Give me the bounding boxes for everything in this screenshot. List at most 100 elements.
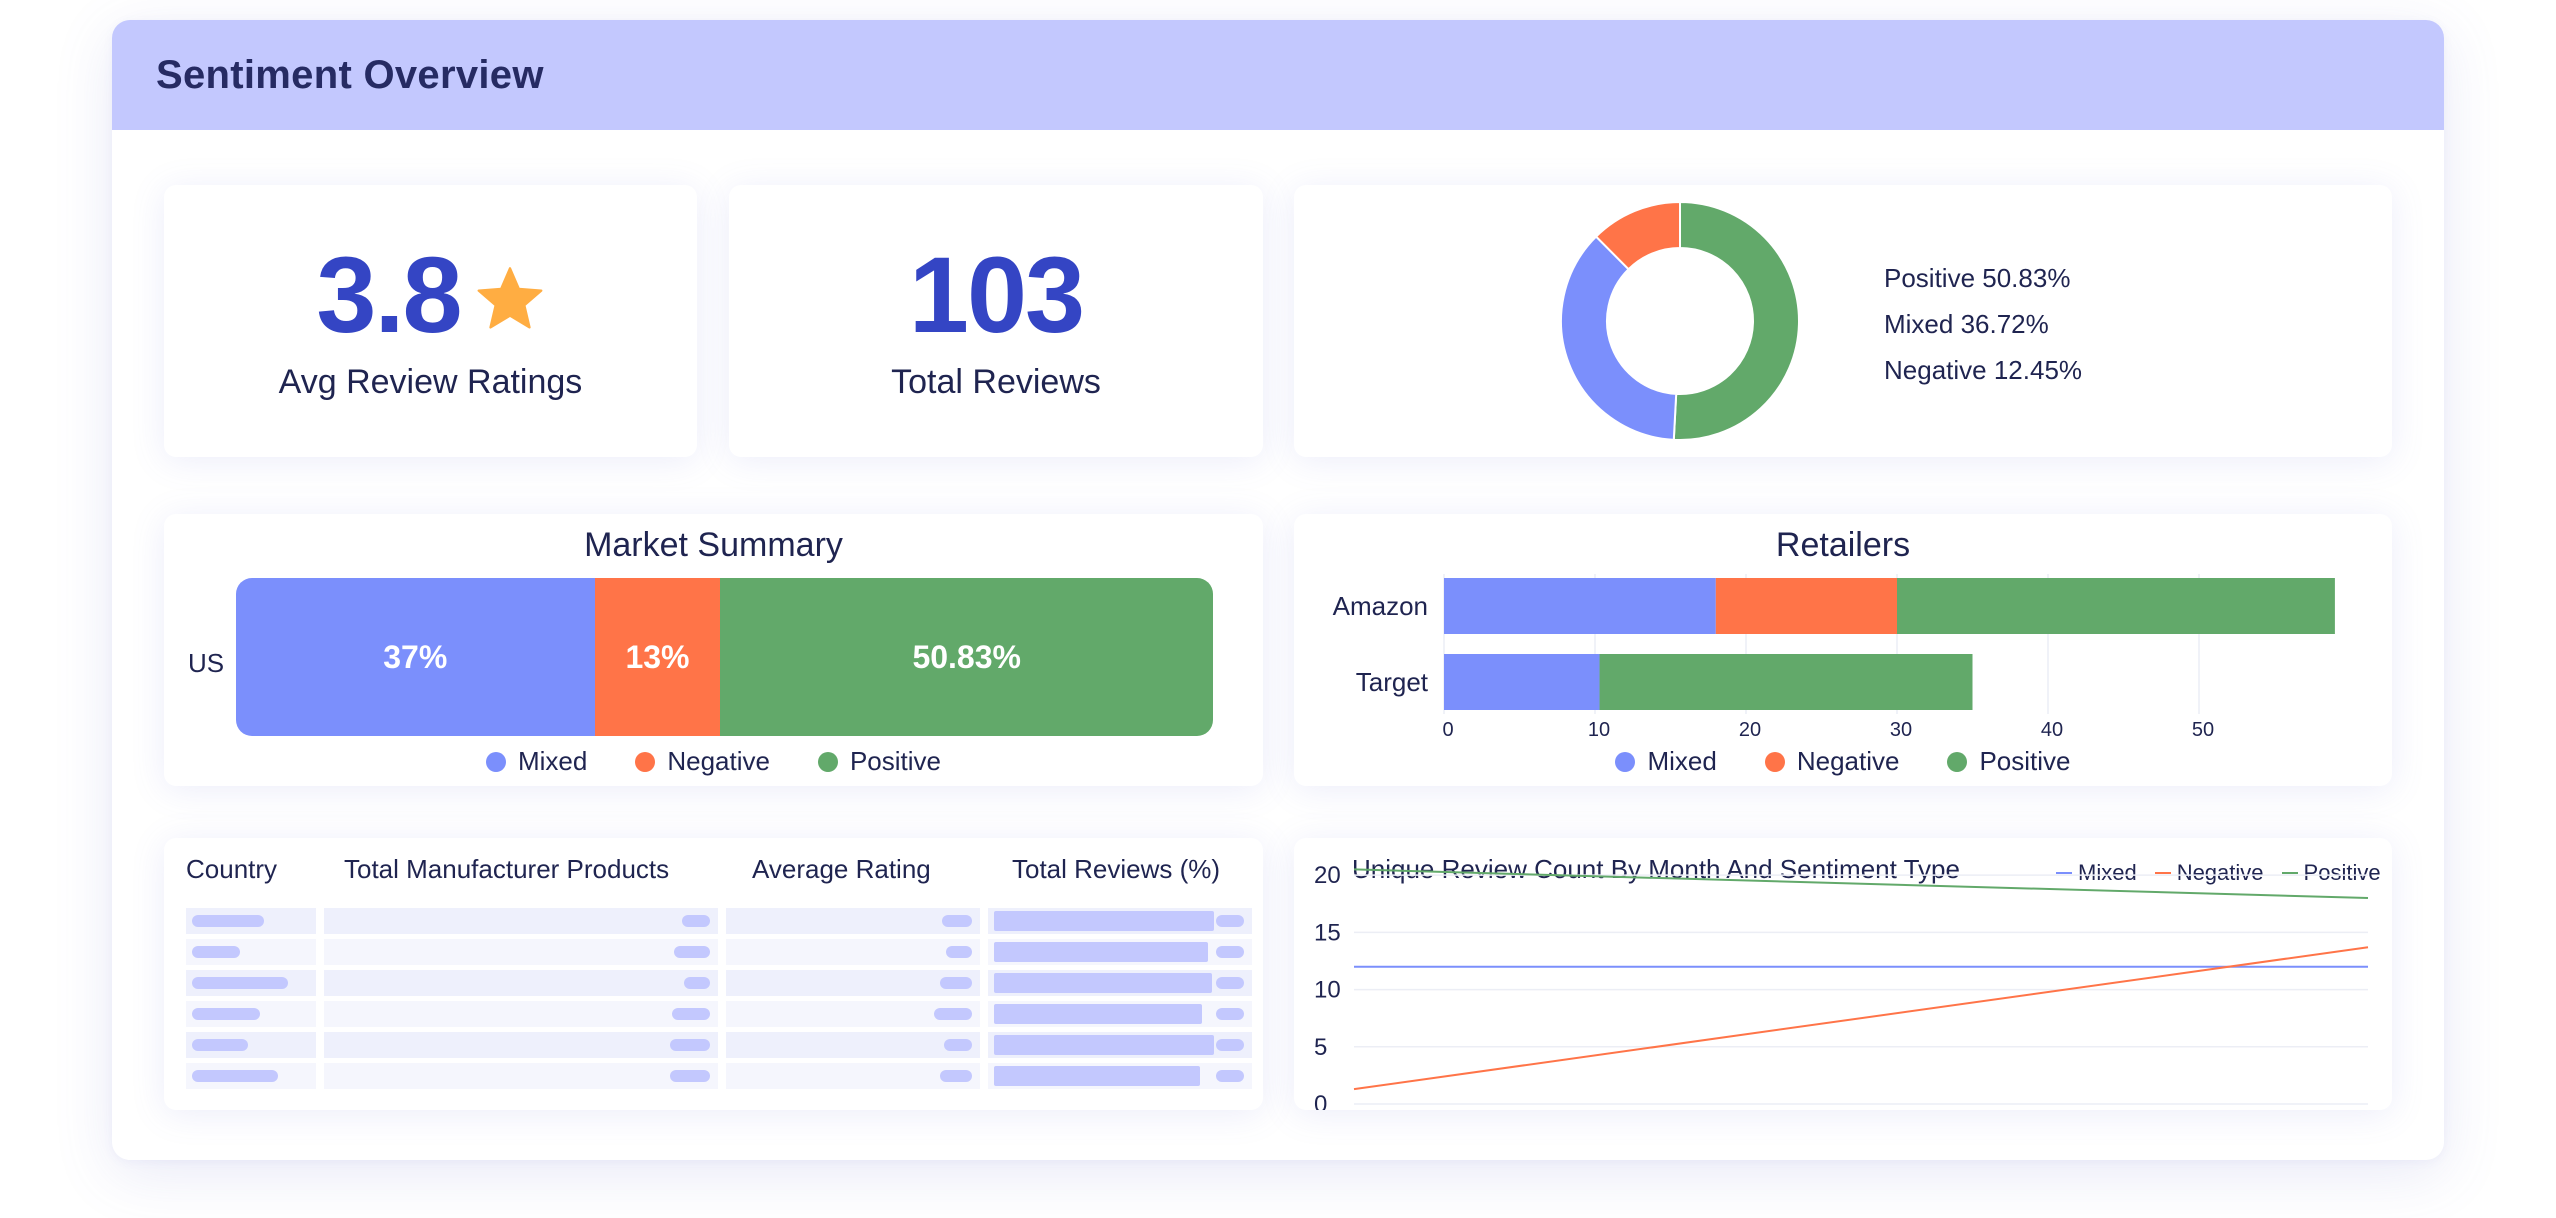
placeholder-text — [1216, 915, 1244, 927]
market-legend-mixed-label: Mixed — [517, 746, 588, 776]
market-bar-positive-label: 50.83% — [912, 638, 1021, 675]
market-legend-negative[interactable]: Negative — [635, 746, 770, 777]
placeholder-text — [940, 977, 972, 989]
table-cell — [988, 1001, 1252, 1027]
retailers-legend-positive-label: Positive — [1979, 746, 2071, 776]
avg-rating-value-row: 3.8 — [316, 233, 544, 355]
retailers-category-label: Target — [1356, 667, 1429, 697]
trend-legend-mixed-label: Mixed — [2078, 860, 2137, 885]
negative-dot-icon — [1764, 751, 1785, 772]
market-legend-positive[interactable]: Positive — [817, 746, 942, 777]
trend-line-negative[interactable] — [1353, 946, 2369, 1091]
retailers-legend-mixed[interactable]: Mixed — [1615, 746, 1717, 777]
table-cell — [186, 1032, 316, 1058]
table-cell — [186, 970, 316, 996]
trend-line-positive[interactable] — [1353, 868, 2369, 900]
table-cell — [726, 970, 980, 996]
retailers-x-tick: 0 — [1442, 719, 1453, 741]
table-cell — [324, 1032, 718, 1058]
placeholder-text — [192, 915, 264, 927]
dashboard: Sentiment Overview 3.8 Avg Review Rating… — [112, 20, 2444, 1160]
star-icon — [477, 266, 542, 329]
table-cell — [988, 1063, 1252, 1089]
trend-legend-negative[interactable]: Negative — [2154, 860, 2264, 886]
table-cell — [726, 1063, 980, 1089]
donut-slice-positive[interactable] — [1672, 200, 1800, 441]
placeholder-text — [942, 915, 972, 927]
market-stacked-bar: 37% 13% 50.83% — [236, 578, 1213, 736]
trend-card: Unique Review Count By Month And Sentime… — [1294, 838, 2392, 1110]
retailers-x-tick: 40 — [2041, 719, 2063, 741]
retailers-title: Retailers — [1775, 526, 1911, 564]
trend-legend-mixed[interactable]: Mixed — [2056, 860, 2137, 886]
country-table-card: Country Total Manufacturer Products Aver… — [164, 838, 1263, 1110]
table-cell — [726, 939, 980, 965]
placeholder-text — [682, 915, 710, 927]
reviews-share-bar — [994, 1035, 1214, 1055]
market-summary-card: Market Summary US 37% 13% 50.83% Mixed N… — [164, 514, 1263, 786]
retailers-bar-mixed[interactable] — [1444, 654, 1600, 710]
table-header-products[interactable]: Total Manufacturer Products — [344, 854, 670, 884]
donut-slice-negative[interactable] — [1594, 200, 1681, 271]
trend-legend-positive[interactable]: Positive — [2281, 860, 2381, 886]
trend-legend-negative-label: Negative — [2176, 860, 2264, 885]
placeholder-text — [192, 946, 240, 958]
placeholder-text — [1216, 1039, 1244, 1051]
placeholder-text — [192, 1039, 248, 1051]
table-cell — [726, 1001, 980, 1027]
trend-legend: Mixed Negative Positive — [2038, 860, 2381, 886]
reviews-share-bar — [994, 1066, 1200, 1086]
table-cell — [324, 1001, 718, 1027]
placeholder-text — [946, 946, 972, 958]
market-legend-mixed[interactable]: Mixed — [485, 746, 588, 777]
placeholder-text — [684, 977, 710, 989]
market-bar-mixed-label: 37% — [383, 638, 448, 675]
market-bar-negative[interactable]: 13% — [594, 578, 721, 736]
avg-rating-value: 3.8 — [316, 233, 462, 355]
retailers-x-tick: 50 — [2192, 719, 2214, 741]
donut-slice-mixed[interactable] — [1560, 235, 1678, 441]
table-cell — [988, 908, 1252, 934]
retailers-legend-negative[interactable]: Negative — [1764, 746, 1900, 777]
retailers-legend-positive[interactable]: Positive — [1947, 746, 2071, 777]
market-bar-positive[interactable]: 50.83% — [720, 578, 1213, 736]
market-legend: Mixed Negative Positive — [164, 746, 1263, 777]
trend-y-tick: 0 — [1314, 1091, 1327, 1110]
retailers-chart: Amazon Target 0 10 20 30 40 50 — [1333, 574, 2335, 741]
retailers-card: Retailers Amazon Target 0 10 20 30 40 50 Mixed … — [1294, 514, 2392, 786]
retailers-legend-negative-label: Negative — [1796, 746, 1900, 776]
placeholder-text — [674, 946, 710, 958]
table-cell — [988, 970, 1252, 996]
table-cell — [988, 1032, 1252, 1058]
market-legend-positive-label: Positive — [849, 746, 942, 776]
table-cell — [726, 1032, 980, 1058]
table-cell — [324, 970, 718, 996]
placeholder-text — [192, 977, 288, 989]
market-summary-title: Market Summary — [584, 526, 843, 564]
donut-legend-negative: Negative 12.45% — [1884, 355, 2083, 385]
total-reviews-value: 103 — [908, 233, 1085, 355]
table-cell — [324, 939, 718, 965]
positive-line-icon — [2281, 872, 2298, 874]
table-cell — [186, 908, 316, 934]
retailers-bar-negative[interactable] — [1715, 578, 1897, 634]
total-reviews-label: Total Reviews — [891, 362, 1101, 401]
table-header-rating[interactable]: Average Rating — [752, 854, 931, 884]
placeholder-text — [1216, 1070, 1244, 1082]
market-bar-mixed[interactable]: 37% — [236, 578, 595, 736]
retailers-bar-positive[interactable] — [1599, 654, 1973, 710]
table-header-country[interactable]: Country — [186, 854, 278, 884]
donut-legend-mixed: Mixed 36.72% — [1884, 309, 2049, 339]
retailers-legend-mixed-label: Mixed — [1647, 746, 1717, 776]
placeholder-text — [940, 1070, 972, 1082]
header-bar: Sentiment Overview — [112, 20, 2444, 130]
trend-y-tick: 20 — [1314, 862, 1341, 889]
retailers-bar-mixed[interactable] — [1444, 578, 1716, 634]
page-title: Sentiment Overview — [156, 52, 544, 97]
table-cell — [186, 1001, 316, 1027]
reviews-share-bar — [994, 1004, 1202, 1024]
placeholder-text — [672, 1008, 710, 1020]
retailers-bar-positive[interactable] — [1897, 578, 2335, 634]
trend-y-tick: 15 — [1314, 919, 1341, 946]
table-header-reviews[interactable]: Total Reviews (%) — [1012, 854, 1221, 884]
